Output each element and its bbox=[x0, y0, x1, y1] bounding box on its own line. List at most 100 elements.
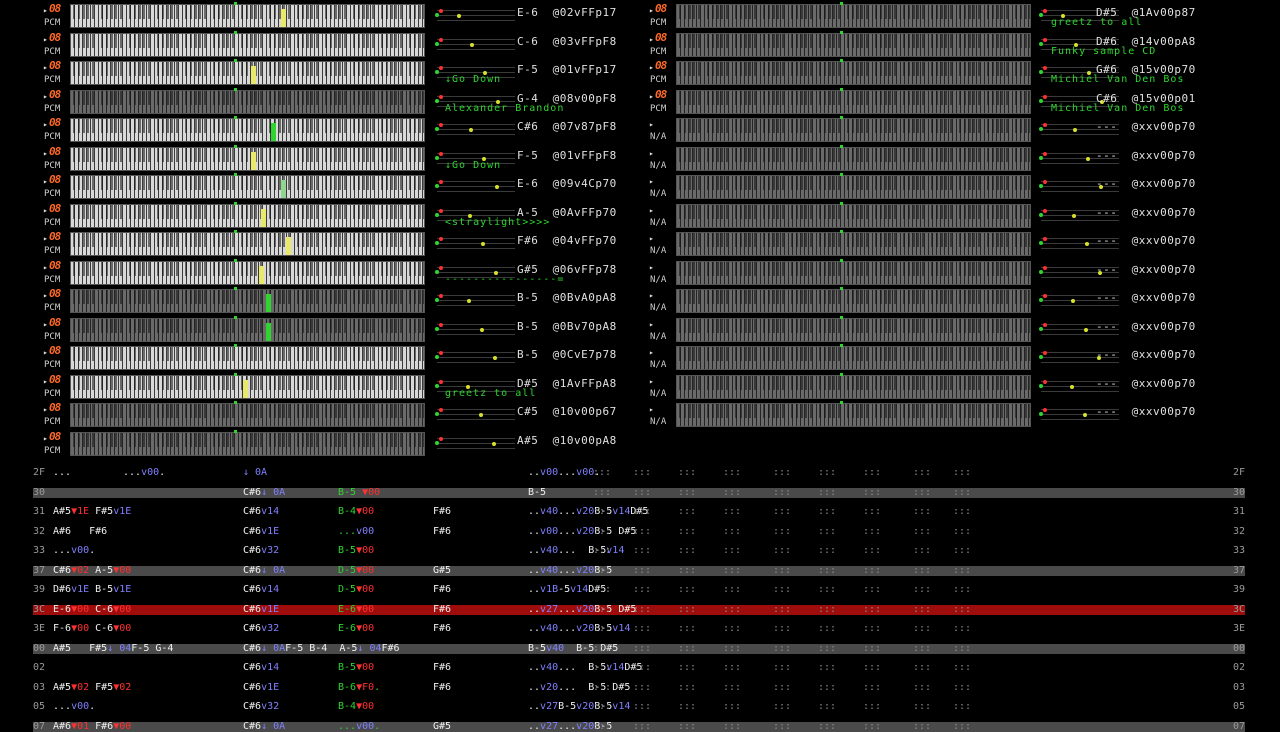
pattern-cell[interactable]: ...v00. bbox=[123, 467, 166, 478]
channel-badge[interactable]: ▸ 08 PCM bbox=[42, 60, 70, 87]
channel-badge[interactable]: ▸ N/A bbox=[648, 403, 676, 429]
channel-badge[interactable]: ▸ N/A bbox=[648, 175, 676, 201]
right_channels-channel[interactable]: ▸ N/A --- @xxv00p70 bbox=[648, 116, 1238, 144]
pattern-row[interactable]: 02 02 C#6v14 B-5▼00 F#6 ..v40... B-5v14D#5 bbox=[33, 663, 1245, 673]
pattern-cell[interactable]: ...v00. bbox=[53, 701, 96, 712]
volume-pan-slider[interactable] bbox=[435, 234, 515, 256]
pattern-cell[interactable]: ..v40... B-5v14D#5 bbox=[528, 662, 643, 673]
volume-pan-slider[interactable] bbox=[1039, 291, 1119, 313]
volume-pan-slider[interactable] bbox=[1039, 149, 1119, 171]
left_channels-channel[interactable]: ▸ 08 PCM C#5 @10v00p67 bbox=[42, 401, 632, 429]
left_channels-channel[interactable]: ▸ 08 PCM E-6 @02vFFp17 bbox=[42, 2, 632, 30]
left_channels-channel[interactable]: ▸ 08 PCM B-5 @0BvA0pA8 bbox=[42, 287, 632, 315]
pattern-cell[interactable]: ..v00...v20B-5 D#5 bbox=[528, 525, 637, 537]
pattern-cell[interactable]: ... bbox=[53, 467, 72, 478]
right_channels-channel[interactable]: ▸ N/A --- @xxv00p70 bbox=[648, 315, 1238, 344]
volume-pan-slider[interactable] bbox=[1039, 206, 1119, 228]
pattern-cell[interactable]: F#6 bbox=[433, 584, 452, 595]
right_channels-channel[interactable]: ▸ N/A --- @xxv00p70 bbox=[648, 401, 1238, 429]
volume-pan-slider[interactable] bbox=[435, 63, 515, 85]
left_channels-channel[interactable]: ▸ 08 PCM B-5 @0CvE7p78 bbox=[42, 344, 632, 372]
pattern-cell[interactable]: C#6↓ 0AF-5 B-4 A-5↓ 04F#6 bbox=[243, 642, 400, 654]
channel-badge[interactable]: ▸ N/A bbox=[648, 232, 676, 258]
channel-badge[interactable]: ▸ 08 PCM bbox=[42, 345, 70, 372]
volume-pan-slider[interactable] bbox=[435, 377, 515, 399]
volume-pan-slider[interactable] bbox=[435, 92, 515, 114]
volume-pan-slider[interactable] bbox=[1039, 35, 1119, 57]
pattern-cell[interactable]: C#6v32 bbox=[243, 623, 280, 634]
volume-pan-slider[interactable] bbox=[435, 263, 515, 285]
volume-pan-slider[interactable] bbox=[1039, 405, 1119, 427]
volume-pan-slider[interactable] bbox=[1039, 92, 1119, 114]
pattern-cell[interactable]: C#6↓ 0A bbox=[243, 564, 286, 576]
left_channels-channel[interactable]: ▸ 08 PCM G-4 @08v00pF8 Alexander Brandon bbox=[42, 87, 632, 116]
volume-pan-slider[interactable] bbox=[435, 405, 515, 427]
volume-pan-slider[interactable] bbox=[1039, 377, 1119, 399]
channel-badge[interactable]: ▸ N/A bbox=[648, 289, 676, 315]
pattern-cell[interactable]: F#6 bbox=[433, 662, 452, 673]
left_channels-channel[interactable]: ▸ 08 PCM A-5 @0AvFFp70 <straylight>>>> bbox=[42, 201, 632, 230]
volume-pan-slider[interactable] bbox=[1039, 263, 1119, 285]
right_channels-channel[interactable]: ▸ N/A --- @xxv00p70 bbox=[648, 201, 1238, 230]
pattern-cell[interactable]: ...v00 bbox=[338, 525, 375, 537]
pattern-cell[interactable]: ..v27B-5v20B-5v14 bbox=[528, 701, 631, 712]
left_channels-channel[interactable]: ▸ 08 PCM D#5 @1AvFFpA8 greetz to all bbox=[42, 372, 632, 401]
left_channels-channel[interactable]: ▸ 08 PCM F-5 @01vFFpF8 ↓Go Down bbox=[42, 144, 632, 173]
pattern-cell[interactable]: ..v40... B-5v14 bbox=[528, 545, 625, 556]
pattern-cell[interactable]: C#6v14 bbox=[243, 506, 280, 517]
current-pattern-row[interactable]: 3C 3C E-6▼00 C-6▼00 C#6v1E E-6▼00 F#6 ..v27...… bbox=[33, 603, 1245, 615]
pattern-cell[interactable]: C#6v32 bbox=[243, 545, 280, 556]
pattern-cell[interactable]: E-6▼00 C-6▼00 bbox=[53, 603, 132, 615]
volume-pan-slider[interactable] bbox=[435, 348, 515, 370]
pattern-cell[interactable]: C#6v1E bbox=[243, 525, 280, 537]
volume-pan-slider[interactable] bbox=[1039, 6, 1119, 28]
volume-pan-slider[interactable] bbox=[1039, 348, 1119, 370]
channel-badge[interactable]: ▸ N/A bbox=[648, 318, 676, 344]
left_channels-channel[interactable]: ▸ 08 PCM F#6 @04vFFp70 bbox=[42, 230, 632, 258]
pattern-cell[interactable]: E-6▼00 bbox=[338, 623, 375, 634]
volume-pan-slider[interactable] bbox=[1039, 177, 1119, 199]
pattern-cell[interactable]: ..v40...v20B-5v14D#5 bbox=[528, 506, 649, 517]
right_channels-channel[interactable]: ▸ 08 PCM D#5 @1Av00p87 greetz to all bbox=[648, 2, 1238, 30]
pattern-cell[interactable]: A#5▼02 F#5▼02 bbox=[53, 681, 132, 693]
left_channels-channel[interactable]: ▸ 08 PCM G#5 @06vFFp78 ----------------= bbox=[42, 258, 632, 287]
pattern-cell[interactable]: F#6 bbox=[433, 681, 452, 693]
channel-badge[interactable]: ▸ N/A bbox=[648, 261, 676, 287]
pattern-row[interactable]: 00 00 A#5 F#5↓ 04F-5 G-4 C#6↓ 0AF-5 B-4 A-5… bbox=[33, 642, 1245, 654]
pattern-cell[interactable]: C#6v1E bbox=[243, 681, 280, 693]
pattern-cell[interactable]: ..v40...v20B-5v14 bbox=[528, 623, 631, 634]
pattern-cell[interactable]: B-5▼00 bbox=[338, 662, 375, 673]
channel-badge[interactable]: ▸ 08 PCM bbox=[648, 60, 676, 87]
pattern-cell[interactable]: B-6▼F0. bbox=[338, 681, 381, 693]
pattern-cell[interactable]: C#6v32 bbox=[243, 701, 280, 712]
pattern-cell[interactable]: C#6v14 bbox=[243, 584, 280, 595]
pattern-cell[interactable]: ...v00. bbox=[338, 720, 381, 732]
pattern-cell[interactable]: B-5 ▼00 bbox=[338, 486, 381, 498]
pattern-cell[interactable]: F-6▼00 C-6▼00 bbox=[53, 623, 132, 634]
channel-badge[interactable]: ▸ 08 PCM bbox=[42, 317, 70, 344]
right_channels-channel[interactable]: ▸ N/A --- @xxv00p70 bbox=[648, 144, 1238, 173]
left_channels-channel[interactable]: ▸ 08 PCM C-6 @03vFFpF8 bbox=[42, 30, 632, 59]
right_channels-channel[interactable]: ▸ N/A --- @xxv00p70 bbox=[648, 344, 1238, 372]
channel-badge[interactable]: ▸ N/A bbox=[648, 375, 676, 401]
pattern-row[interactable]: 33 33 ...v00. C#6v32 B-5▼00 ..v40... B-5v14 bbox=[33, 546, 1245, 556]
pattern-row[interactable]: 2F 2F... ...v00. ↓ 0A ..v00...v00. bbox=[33, 468, 1245, 478]
channel-badge[interactable]: ▸ 08 PCM bbox=[42, 3, 70, 30]
channel-badge[interactable]: ▸ N/A bbox=[648, 204, 676, 230]
pattern-cell[interactable]: C#6v14 bbox=[243, 662, 280, 673]
channel-badge[interactable]: ▸ 08 PCM bbox=[42, 374, 70, 401]
pattern-cell[interactable]: G#5 bbox=[433, 564, 452, 576]
pattern-cell[interactable]: ...v00. bbox=[53, 545, 96, 556]
volume-pan-slider[interactable] bbox=[435, 149, 515, 171]
pattern-row[interactable]: 3E 3E F-6▼00 C-6▼00 C#6v32 E-6▼00 F#6 ..v40...… bbox=[33, 624, 1245, 634]
pattern-cell[interactable]: F#6 bbox=[433, 506, 452, 517]
volume-pan-slider[interactable] bbox=[435, 291, 515, 313]
pattern-cell[interactable]: ..v00...v00. bbox=[528, 467, 601, 478]
left_channels-channel[interactable]: ▸ 08 PCM B-5 @0Bv70pA8 bbox=[42, 315, 632, 344]
pattern-row[interactable]: 05 05 ...v00. C#6v32 B-4▼00 ..v27B-5v20B-5v14 bbox=[33, 702, 1245, 712]
right_channels-channel[interactable]: ▸ 08 PCM D#6 @14v00pA8 Funky sample CD bbox=[648, 30, 1238, 59]
channel-badge[interactable]: ▸ 08 PCM bbox=[42, 89, 70, 116]
pattern-cell[interactable]: F#6 bbox=[433, 623, 452, 634]
channel-badge[interactable]: ▸ 08 PCM bbox=[42, 32, 70, 59]
right_channels-channel[interactable]: ▸ N/A --- @xxv00p70 bbox=[648, 173, 1238, 201]
